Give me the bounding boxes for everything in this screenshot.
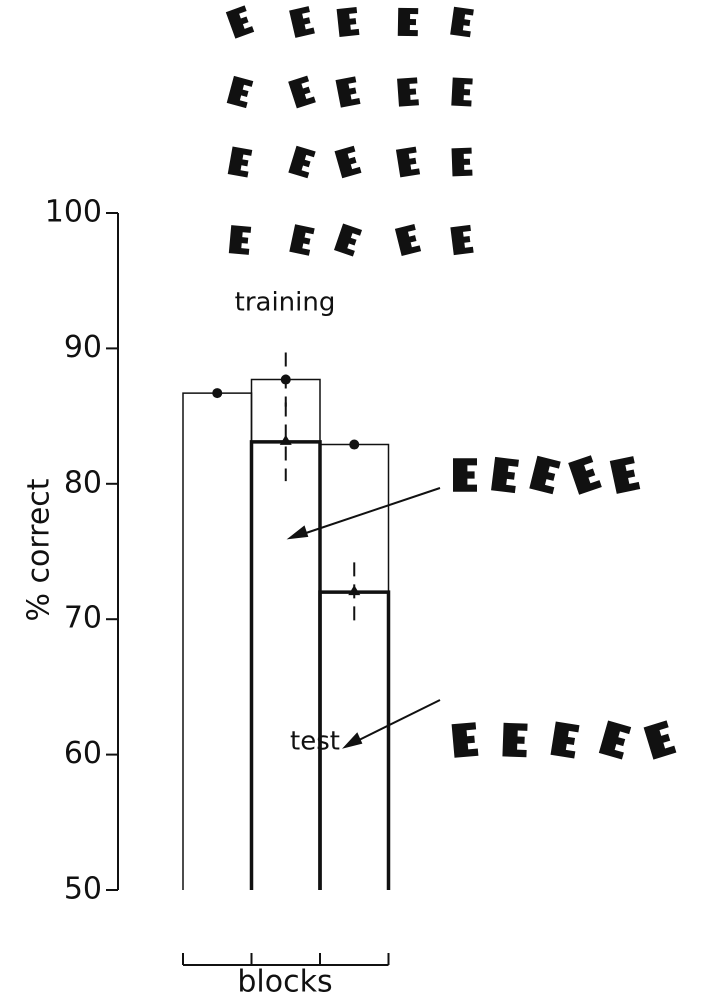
stimulus [396,147,420,178]
y-tick-label: 60 [64,736,102,771]
stimulus [568,455,602,495]
y-tick-label: 70 [64,601,102,636]
stimulus [451,77,472,106]
stimulus [397,77,419,106]
bar [252,442,321,890]
legend-label: training [235,288,336,318]
stimulus [599,721,631,760]
marker [349,440,359,450]
y-axis-label: % correct [22,478,57,621]
stimulus [337,7,360,37]
stimulus [288,76,316,109]
marker [212,388,222,398]
stimulus [452,148,473,177]
stimulus [288,146,315,179]
stimulus [227,76,254,108]
stimulus [491,457,519,493]
stimulus [229,225,251,255]
stimulus [610,456,640,494]
y-tick-label: 50 [64,872,102,907]
stimulus [228,146,253,177]
stimulus [450,225,473,255]
stimulus [289,6,315,38]
stimulus [395,224,421,256]
stimulus [450,7,474,38]
y-tick-label: 80 [64,465,102,500]
stimulus [334,224,362,257]
legend-label: test [290,727,340,757]
stimulus [551,722,580,759]
stimulus [289,224,314,256]
stimulus [453,458,477,492]
arrows [290,488,440,747]
stimulus [644,720,677,759]
stimulus [336,76,361,107]
stimulus [529,456,560,494]
x-axis-label: blocks [237,965,332,1000]
y-tick-label: 90 [64,330,102,365]
chart: % correct blocks 50 60 70 80 90 100 training te… [0,0,706,1001]
stimulus [452,722,479,758]
y-tick-label: 100 [45,195,102,230]
bar [183,393,252,890]
stimulus [502,723,527,757]
bar [320,445,389,890]
stimulus [398,8,418,36]
stimulus [226,5,254,38]
shape-stimuli [226,5,677,759]
stimulus [335,146,362,178]
